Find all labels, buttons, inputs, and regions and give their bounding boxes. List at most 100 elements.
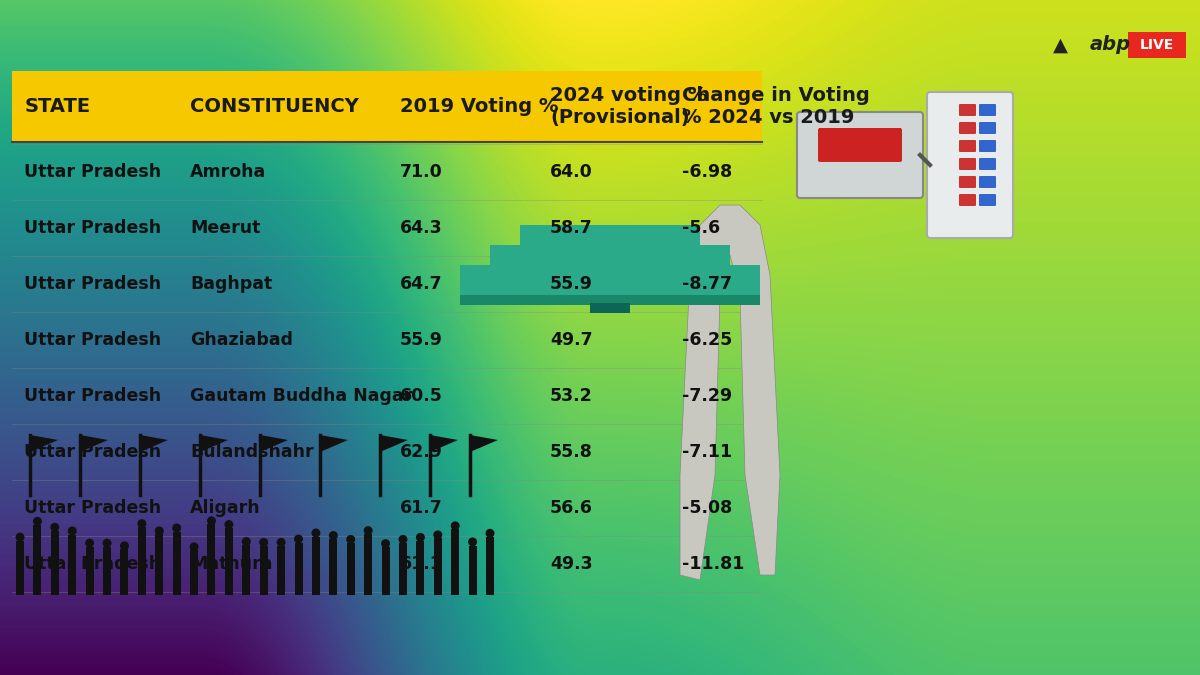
Text: Ghaziabad: Ghaziabad bbox=[190, 331, 293, 349]
FancyBboxPatch shape bbox=[294, 543, 302, 595]
FancyBboxPatch shape bbox=[277, 546, 286, 595]
Text: Bulandshahr: Bulandshahr bbox=[190, 443, 313, 461]
Circle shape bbox=[382, 539, 390, 548]
Text: 64.7: 64.7 bbox=[400, 275, 443, 293]
FancyBboxPatch shape bbox=[818, 128, 902, 162]
Text: 56.6: 56.6 bbox=[550, 500, 593, 517]
Polygon shape bbox=[680, 205, 780, 580]
FancyBboxPatch shape bbox=[103, 547, 112, 595]
Circle shape bbox=[242, 537, 251, 546]
Text: Uttar Pradesh: Uttar Pradesh bbox=[24, 163, 162, 181]
Text: 55.8: 55.8 bbox=[550, 443, 593, 461]
FancyBboxPatch shape bbox=[979, 122, 996, 134]
Polygon shape bbox=[460, 295, 760, 305]
Text: LIVE: LIVE bbox=[1140, 38, 1174, 52]
Polygon shape bbox=[460, 225, 760, 305]
FancyBboxPatch shape bbox=[959, 140, 976, 152]
Circle shape bbox=[451, 521, 460, 531]
FancyBboxPatch shape bbox=[959, 122, 976, 134]
FancyBboxPatch shape bbox=[120, 549, 128, 595]
Text: Change in Voting
% 2024 vs 2019: Change in Voting % 2024 vs 2019 bbox=[682, 86, 870, 127]
Circle shape bbox=[190, 543, 198, 551]
Circle shape bbox=[137, 519, 146, 528]
FancyBboxPatch shape bbox=[979, 176, 996, 188]
Text: Aligarh: Aligarh bbox=[190, 500, 260, 517]
FancyBboxPatch shape bbox=[382, 547, 390, 595]
Polygon shape bbox=[320, 435, 348, 452]
Text: -5.08: -5.08 bbox=[682, 500, 732, 517]
Text: -7.11: -7.11 bbox=[682, 443, 732, 461]
Text: Amroha: Amroha bbox=[190, 163, 266, 181]
FancyBboxPatch shape bbox=[173, 531, 181, 595]
FancyBboxPatch shape bbox=[797, 112, 923, 198]
Text: Uttar Pradesh: Uttar Pradesh bbox=[24, 500, 162, 517]
FancyBboxPatch shape bbox=[329, 539, 337, 595]
Circle shape bbox=[50, 523, 59, 532]
Circle shape bbox=[67, 526, 77, 535]
Circle shape bbox=[172, 524, 181, 533]
Circle shape bbox=[486, 529, 494, 538]
Text: -6.25: -6.25 bbox=[682, 331, 732, 349]
Circle shape bbox=[224, 520, 233, 529]
FancyBboxPatch shape bbox=[468, 545, 476, 595]
Text: Uttar Pradesh: Uttar Pradesh bbox=[24, 331, 162, 349]
FancyBboxPatch shape bbox=[928, 92, 1013, 238]
Circle shape bbox=[208, 516, 216, 525]
Polygon shape bbox=[260, 435, 288, 452]
Text: 55.9: 55.9 bbox=[550, 275, 593, 293]
FancyBboxPatch shape bbox=[138, 527, 146, 595]
Circle shape bbox=[468, 537, 478, 546]
Circle shape bbox=[364, 526, 373, 535]
Polygon shape bbox=[80, 435, 108, 452]
FancyBboxPatch shape bbox=[259, 546, 268, 595]
FancyBboxPatch shape bbox=[979, 140, 996, 152]
Polygon shape bbox=[430, 435, 458, 452]
Circle shape bbox=[259, 538, 268, 547]
Circle shape bbox=[294, 535, 302, 543]
Text: -7.29: -7.29 bbox=[682, 387, 732, 405]
Text: Mathura: Mathura bbox=[190, 556, 272, 573]
Text: -8.77: -8.77 bbox=[682, 275, 732, 293]
Text: 71.0: 71.0 bbox=[400, 163, 443, 181]
FancyBboxPatch shape bbox=[979, 194, 996, 206]
FancyBboxPatch shape bbox=[312, 537, 320, 595]
Text: 60.5: 60.5 bbox=[400, 387, 443, 405]
Text: 2019 Voting %: 2019 Voting % bbox=[400, 97, 558, 116]
FancyBboxPatch shape bbox=[433, 539, 442, 595]
Text: Uttar Pradesh: Uttar Pradesh bbox=[24, 387, 162, 405]
Text: 49.3: 49.3 bbox=[550, 556, 593, 573]
Text: 58.7: 58.7 bbox=[550, 219, 593, 237]
Circle shape bbox=[85, 539, 94, 547]
FancyBboxPatch shape bbox=[16, 541, 24, 595]
FancyBboxPatch shape bbox=[12, 71, 762, 142]
Text: 49.7: 49.7 bbox=[550, 331, 593, 349]
Circle shape bbox=[398, 535, 408, 544]
Text: 64.0: 64.0 bbox=[550, 163, 593, 181]
FancyBboxPatch shape bbox=[190, 550, 198, 595]
Polygon shape bbox=[470, 435, 498, 452]
FancyBboxPatch shape bbox=[959, 194, 976, 206]
FancyBboxPatch shape bbox=[979, 104, 996, 116]
Circle shape bbox=[277, 538, 286, 547]
Text: -5.6: -5.6 bbox=[682, 219, 720, 237]
FancyBboxPatch shape bbox=[85, 547, 94, 595]
Text: Uttar Pradesh: Uttar Pradesh bbox=[24, 275, 162, 293]
Circle shape bbox=[347, 535, 355, 544]
FancyBboxPatch shape bbox=[50, 531, 59, 595]
Text: CONSTITUENCY: CONSTITUENCY bbox=[190, 97, 359, 116]
Polygon shape bbox=[30, 435, 58, 452]
Text: 53.2: 53.2 bbox=[550, 387, 593, 405]
Circle shape bbox=[416, 533, 425, 542]
FancyBboxPatch shape bbox=[959, 158, 976, 170]
Polygon shape bbox=[140, 435, 168, 452]
FancyBboxPatch shape bbox=[364, 534, 372, 595]
Text: 61.7: 61.7 bbox=[400, 500, 443, 517]
FancyBboxPatch shape bbox=[347, 543, 355, 595]
Text: 55.9: 55.9 bbox=[400, 331, 443, 349]
Circle shape bbox=[16, 533, 24, 541]
FancyBboxPatch shape bbox=[416, 541, 425, 595]
Circle shape bbox=[312, 529, 320, 537]
Text: abp: abp bbox=[1090, 36, 1132, 55]
FancyBboxPatch shape bbox=[979, 158, 996, 170]
FancyBboxPatch shape bbox=[155, 535, 163, 595]
